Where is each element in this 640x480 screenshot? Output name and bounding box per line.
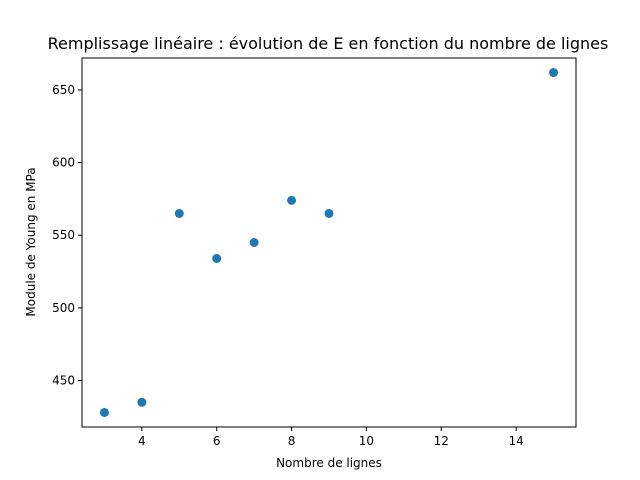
data-point — [249, 238, 259, 247]
x-tick-label: 14 — [508, 434, 523, 448]
chart-title: Remplissage linéaire : évolution de E en… — [48, 34, 609, 53]
x-tick-label: 6 — [213, 434, 221, 448]
x-axis-label: Nombre de lignes — [276, 456, 382, 470]
y-tick-label: 500 — [52, 301, 75, 315]
x-tick-label: 8 — [288, 434, 296, 448]
data-point — [212, 253, 222, 263]
plot-frame — [81, 57, 577, 428]
data-points — [99, 68, 559, 417]
y-tick-label: 600 — [52, 156, 75, 170]
y-tick-label: 550 — [52, 228, 75, 242]
x-axis: 4 6 8 10 12 14 — [138, 427, 524, 448]
x-tick-label: 10 — [359, 434, 374, 448]
y-axis-label: Module de Young en MPa — [24, 167, 38, 316]
data-point — [137, 397, 147, 407]
data-point — [174, 208, 184, 218]
data-point — [549, 68, 559, 78]
data-point — [324, 208, 334, 218]
y-tick-label: 450 — [52, 374, 75, 388]
y-axis: 450 500 550 600 650 — [52, 83, 82, 388]
y-tick-label: 650 — [52, 83, 75, 97]
data-point — [99, 407, 109, 417]
x-tick-label: 12 — [434, 434, 449, 448]
x-tick-label: 4 — [138, 434, 146, 448]
data-point — [287, 195, 297, 205]
